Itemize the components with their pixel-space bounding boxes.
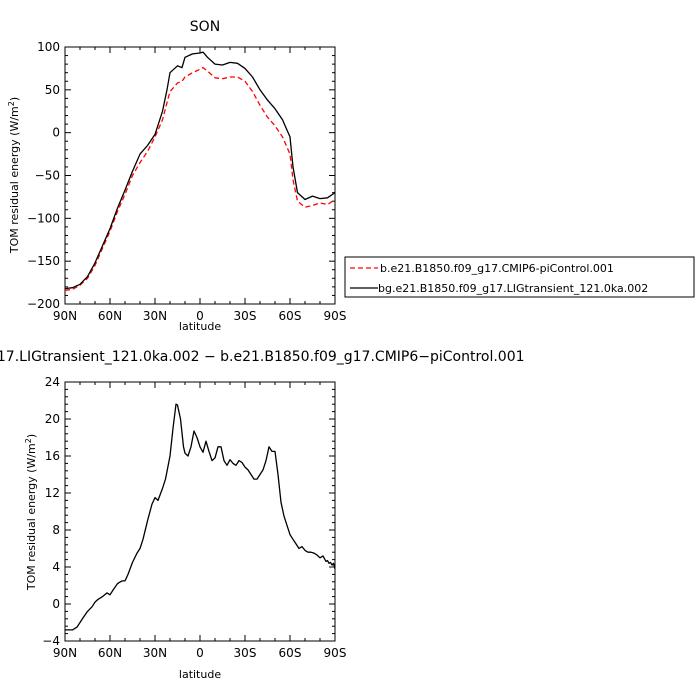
x-tick-label: 90S — [324, 309, 347, 323]
series-line-0-1 — [64, 51, 336, 290]
top-x-axis-label: latitude — [179, 320, 221, 333]
bottom-plot-frame — [64, 381, 336, 642]
bottom-panel: bg.e21.B1850.f09_g17.LIGtransient_121.0k… — [0, 349, 525, 681]
bottom-y-ticks: −4 0 4 8 12 16 20 24 — [42, 375, 335, 648]
bottom-title: bg.e21.B1850.f09_g17.LIGtransient_121.0k… — [0, 349, 525, 365]
y-tick-label: 100 — [37, 40, 60, 54]
bottom-x-ticks: 90N 60N 30N 0 30S 60S 90S — [53, 382, 347, 660]
x-tick-label: 0 — [196, 646, 204, 660]
top-panel: SON −200 −150 −100 −50 0 50 100 90N 60N 30N 0 30S 6… — [7, 19, 346, 333]
series-line-1-0 — [65, 403, 336, 631]
y-tick-label: 24 — [45, 375, 60, 389]
y-tick-label: 4 — [52, 560, 60, 574]
legend: b.e21.B1850.f09_g17.CMIP6-piControl.001 … — [344, 256, 695, 298]
x-tick-label: 30N — [143, 646, 167, 660]
y-tick-label: −50 — [35, 169, 60, 183]
x-tick-label: 60N — [98, 646, 122, 660]
y-tick-label: 50 — [45, 83, 60, 97]
y-tick-label: 0 — [52, 597, 60, 611]
top-series-lines — [64, 51, 336, 291]
x-tick-label: 60S — [279, 309, 302, 323]
top-y-ticks: −200 −150 −100 −50 0 50 100 — [27, 40, 335, 311]
bottom-y-axis-label: TOM residual energy (W/m2) — [24, 434, 38, 591]
x-tick-label: 60N — [98, 309, 122, 323]
x-tick-label: 90N — [53, 646, 77, 660]
y-tick-label: 8 — [52, 523, 60, 537]
y-tick-label: 12 — [45, 486, 60, 500]
x-tick-label: 30S — [234, 309, 257, 323]
bottom-series-lines — [65, 403, 336, 631]
bottom-x-axis-label: latitude — [179, 668, 221, 681]
y-tick-label: −4 — [42, 634, 60, 648]
series-line-0-0 — [64, 66, 336, 291]
y-tick-label: 20 — [45, 412, 60, 426]
x-tick-label: 90S — [324, 646, 347, 660]
y-tick-label: 16 — [45, 449, 60, 463]
y-tick-label: −100 — [27, 211, 60, 225]
top-title: SON — [190, 19, 220, 35]
x-tick-label: 30N — [143, 309, 167, 323]
x-tick-label: 60S — [279, 646, 302, 660]
legend-box — [344, 256, 695, 298]
legend-label-LIGtransient: bg.e21.B1850.f09_g17.LIGtransient_121.0k… — [378, 282, 648, 295]
x-tick-label: 0 — [196, 309, 204, 323]
top-y-axis-label: TOM residual energy (W/m2) — [7, 97, 21, 254]
x-tick-label: 90N — [53, 309, 77, 323]
y-tick-label: 0 — [52, 126, 60, 140]
y-tick-label: −200 — [27, 297, 60, 311]
x-tick-label: 30S — [234, 646, 257, 660]
legend-label-piControl: b.e21.B1850.f09_g17.CMIP6-piControl.001 — [380, 262, 614, 275]
top-x-ticks: 90N 60N 30N 0 30S 60S 90S — [53, 47, 347, 323]
y-tick-label: −150 — [27, 254, 60, 268]
